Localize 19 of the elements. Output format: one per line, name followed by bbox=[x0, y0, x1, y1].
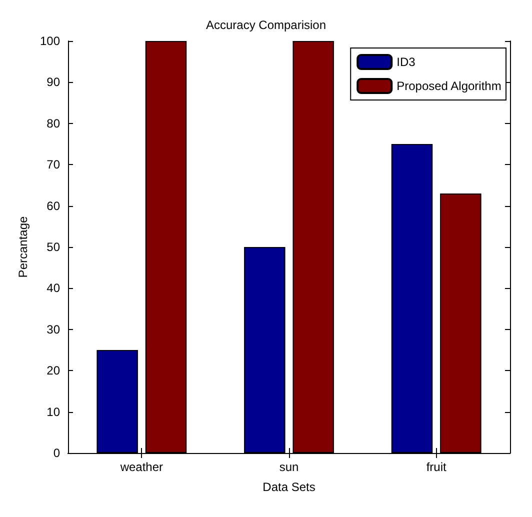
y-axis-title: Percantage bbox=[16, 216, 30, 278]
y-tick-label: 60 bbox=[46, 198, 60, 213]
x-tick-label: sun bbox=[279, 460, 299, 474]
x-tick-label: fruit bbox=[426, 460, 447, 474]
y-tick-label: 80 bbox=[46, 116, 60, 130]
legend-label: ID3 bbox=[396, 55, 416, 69]
chart-title: Accuracy Comparision bbox=[206, 18, 326, 32]
y-tick-label: 10 bbox=[46, 404, 60, 419]
y-tick-label: 0 bbox=[53, 446, 60, 460]
y-tick-label: 30 bbox=[46, 322, 60, 336]
y-tick-label: 70 bbox=[46, 158, 60, 172]
y-tick-label: 90 bbox=[46, 75, 60, 90]
y-tick-label: 50 bbox=[46, 240, 60, 254]
x-tick-label: weather bbox=[119, 460, 164, 474]
legend-label: Proposed Algorithm bbox=[396, 79, 502, 93]
y-tick-label: 40 bbox=[46, 281, 60, 296]
x-axis-title: Data Sets bbox=[262, 480, 316, 494]
y-tick-label: 100 bbox=[40, 34, 60, 48]
y-tick-label: 20 bbox=[46, 364, 60, 378]
